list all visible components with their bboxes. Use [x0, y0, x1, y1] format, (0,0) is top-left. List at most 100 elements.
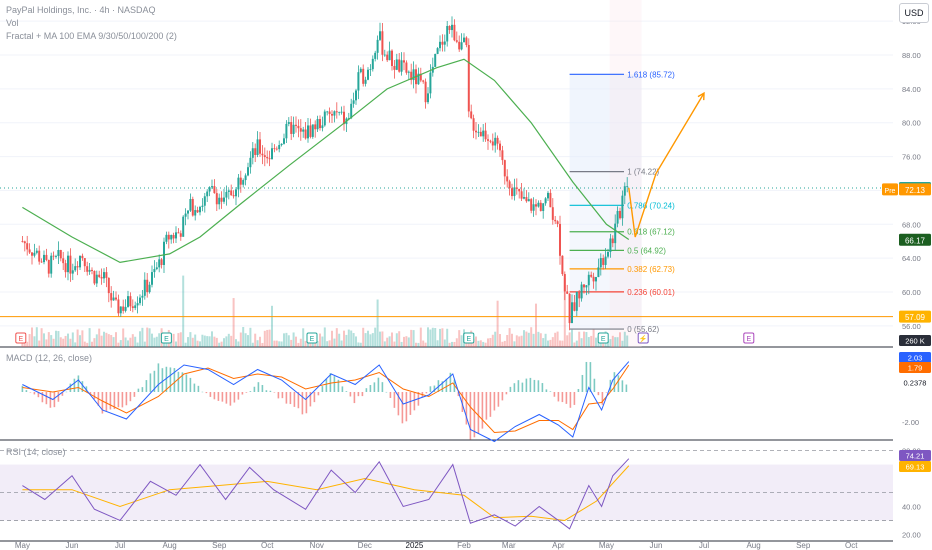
candle-body — [91, 269, 93, 271]
time-tick-label: May — [599, 541, 614, 550]
candle-body — [611, 238, 614, 244]
candle-body — [547, 192, 549, 199]
candle-body — [376, 39, 379, 53]
macd-histogram-bar — [249, 391, 252, 392]
candle-body — [542, 203, 545, 211]
candle-body — [321, 125, 324, 129]
candle-body — [184, 213, 187, 217]
candle-body — [369, 69, 372, 70]
macd-histogram-bar — [361, 392, 364, 397]
candle-body — [74, 266, 77, 271]
candle-body — [563, 274, 566, 292]
rsi-legend[interactable]: RSI (14, close) — [6, 447, 66, 457]
volume-bar — [244, 333, 247, 347]
volume-bar — [43, 333, 45, 347]
macd-histogram-bar — [557, 392, 560, 402]
candle-body — [292, 124, 295, 134]
volume-bar — [535, 303, 537, 347]
macd-histogram-bar — [33, 392, 36, 395]
candle-body — [419, 73, 422, 81]
macd-histogram-bar — [353, 392, 356, 404]
macd-legend[interactable]: MACD (12, 26, close) — [6, 353, 93, 363]
volume-bar — [280, 341, 283, 347]
volume-legend[interactable]: Vol — [6, 18, 19, 28]
volume-bar — [441, 328, 444, 347]
candle-body — [179, 233, 182, 237]
candle-body — [23, 241, 26, 244]
volume-bar — [31, 327, 33, 347]
indicator-legend[interactable]: Fractal + MA 100 EMA 9/30/50/100/200 (2) — [6, 31, 177, 41]
projection-path — [628, 92, 705, 238]
rsi-line — [22, 458, 630, 530]
volume-bar — [335, 328, 338, 347]
candle-body — [55, 256, 57, 257]
earnings-marker — [597, 332, 609, 344]
candle-body — [405, 62, 408, 73]
candle-body — [482, 130, 485, 137]
candle-body — [35, 250, 38, 253]
macd-histogram-bar — [297, 392, 300, 409]
candle-body — [62, 258, 65, 264]
candle-body — [302, 129, 305, 132]
candle-body — [374, 52, 377, 59]
macd-histogram-bar — [449, 372, 452, 392]
volume-bar — [103, 331, 105, 347]
candle-body — [393, 66, 396, 70]
volume-bar — [95, 334, 98, 347]
volume-bar — [184, 342, 187, 347]
macd-histogram-bar — [69, 383, 72, 392]
candle-body — [595, 277, 597, 282]
macd-histogram-bar — [485, 392, 488, 420]
fib-extension-zone — [569, 74, 642, 172]
candle-body — [539, 202, 542, 211]
volume-bar — [559, 340, 561, 347]
macd-histogram-bar — [113, 392, 116, 410]
volume-bar — [328, 340, 331, 347]
macd-histogram-bar — [301, 392, 304, 415]
candle-body — [199, 206, 201, 213]
volume-bar — [427, 327, 429, 347]
currency-button[interactable]: USD — [899, 3, 929, 23]
macd-value-label: 1.79 — [908, 364, 923, 373]
candle-body — [410, 71, 413, 81]
candle-body — [172, 235, 175, 239]
macd-histogram-bar — [189, 377, 192, 392]
macd-histogram-bar — [357, 392, 360, 397]
volume-bar — [182, 275, 185, 347]
macd-histogram-bar — [305, 392, 308, 414]
volume-bar — [297, 342, 300, 347]
candle-body — [239, 177, 242, 185]
candle-body — [148, 284, 151, 293]
candle-body — [467, 45, 470, 112]
candle-body — [326, 111, 329, 113]
macd-histogram-bar — [409, 392, 412, 415]
volume-bar — [189, 332, 192, 347]
volume-bar — [503, 340, 506, 347]
volume-bar — [194, 334, 197, 347]
volume-bar — [333, 338, 336, 347]
volume-bar — [407, 337, 410, 347]
candle-body — [21, 241, 24, 243]
candle-body — [458, 41, 461, 50]
candle-body — [515, 187, 518, 189]
time-tick-label: Nov — [310, 541, 324, 550]
volume-bar — [47, 332, 50, 347]
macd-histogram-bar — [153, 370, 156, 392]
volume-bar — [388, 336, 391, 347]
volume-bar — [119, 340, 122, 347]
macd-histogram-bar — [281, 392, 284, 399]
rsi-pane — [0, 450, 893, 530]
candle-body — [489, 140, 492, 142]
volume-bar — [616, 337, 619, 347]
candle-body — [503, 160, 506, 177]
candle-body — [163, 241, 165, 265]
volume-bar — [187, 337, 189, 347]
volume-bar — [451, 341, 453, 347]
macd-histogram-bar — [401, 392, 404, 424]
candle-body — [626, 186, 629, 188]
symbol-title[interactable]: PayPal Holdings, Inc. · 4h · NASDAQ — [6, 5, 156, 15]
volume-bar — [71, 332, 74, 347]
candle-body — [568, 293, 571, 324]
macd-histogram-bar — [197, 385, 200, 392]
